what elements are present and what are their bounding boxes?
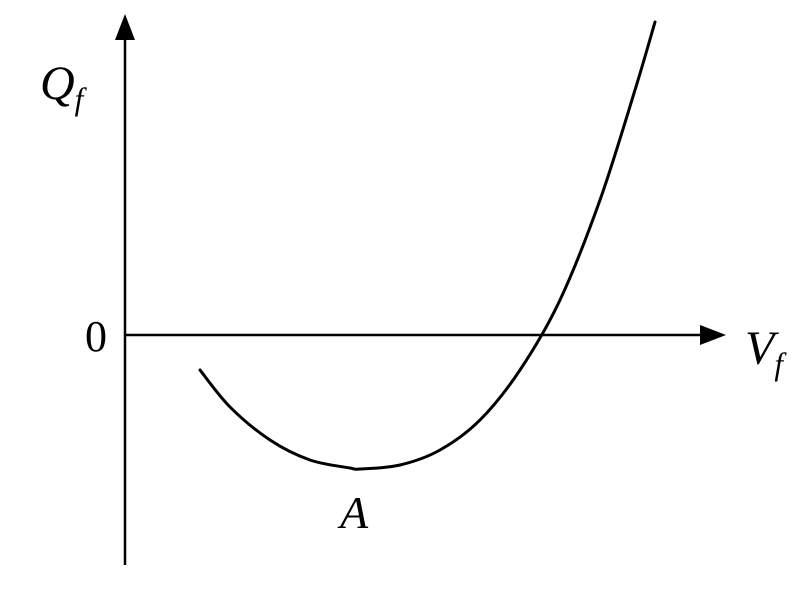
point-a-label: A	[340, 490, 368, 536]
y-axis-label-main: Q	[40, 57, 75, 110]
chart-svg	[0, 0, 808, 603]
x-axis-label-main: V	[745, 322, 774, 375]
x-axis-label-sub: f	[774, 347, 783, 382]
x-axis-label: Vf	[745, 325, 783, 380]
origin-label: 0	[85, 315, 107, 359]
chart-container: Qf Vf 0 A	[0, 0, 808, 603]
y-axis-label: Qf	[40, 60, 83, 115]
y-axis-label-sub: f	[75, 82, 84, 117]
